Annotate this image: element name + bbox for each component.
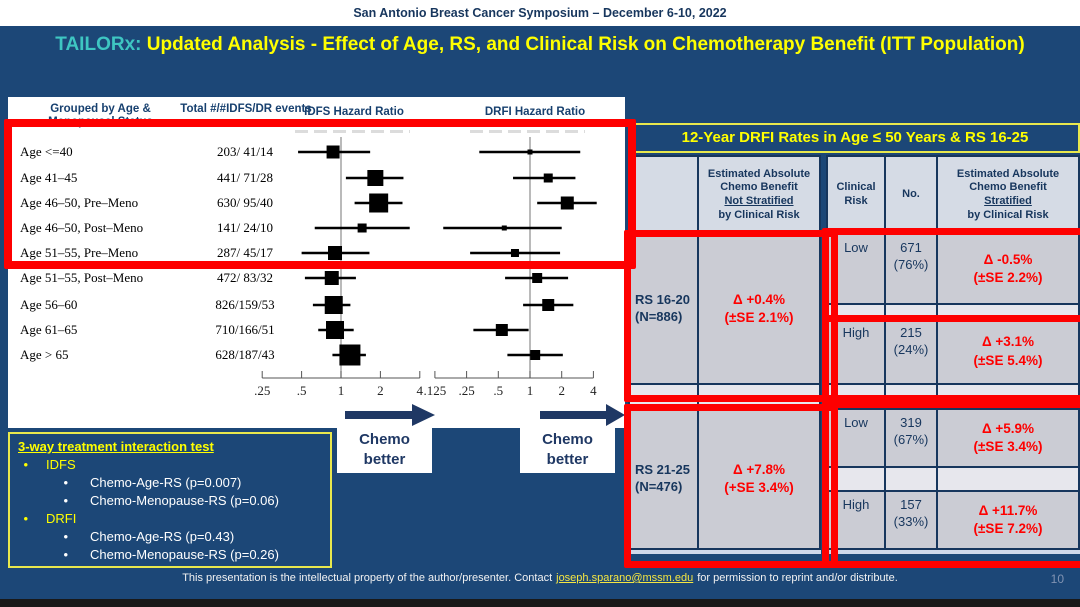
title-study-name: TAILORx: [55,34,142,55]
svg-text:2: 2 [558,383,565,398]
table-cell-rs-21-25: RS 21-25 (N=476) [628,408,699,550]
list-item: • Chemo-Age-RS (p=0.43) [63,529,235,544]
svg-text:.5: .5 [297,383,307,398]
list-item: • Chemo-Age-RS (p=0.007) [63,475,242,490]
table-spacer [936,466,1080,492]
svg-text:4: 4 [417,383,424,398]
svg-text:287/ 45/17: 287/ 45/17 [217,245,273,260]
table-cell-risk-low-1: Low [826,233,886,305]
drfi-table-title: 12-Year DRFI Rates in Age ≤ 50 Years & R… [630,123,1080,153]
table-spacer [884,383,938,410]
bottom-bar [0,599,1080,607]
forest-col-header-events: Total #/#IDFS/DR events [180,103,312,115]
svg-text:826/159/53: 826/159/53 [215,297,274,312]
table-spacer [826,383,886,410]
table-header-clinical-risk: Clinical Risk [826,155,886,235]
svg-text:628/187/43: 628/187/43 [215,347,274,362]
svg-text:Age 41–45: Age 41–45 [20,170,77,185]
table-cell-delta-rs-16-20: Δ +0.4% (±SE 2.1%) [697,233,821,385]
svg-text:.25: .25 [254,383,270,398]
svg-text:.5: .5 [493,383,503,398]
table-cell-risk-high-1: High [826,318,886,385]
table-header-stratified: Estimated Absolute Chemo Benefit Stratif… [936,155,1080,235]
table-cell-delta-low-1: Δ -0.5% (±SE 2.2%) [936,233,1080,305]
title-text: Updated Analysis - Effect of Age, RS, an… [146,34,1025,55]
svg-text:Age 46–50, Pre–Meno: Age 46–50, Pre–Meno [20,195,138,210]
redacted-text-artifact [295,130,410,133]
table-cell-risk-high-2: High [826,490,886,550]
list-item: • Chemo-Menopause-RS (p=0.06) [63,493,279,508]
table-cell-delta-low-2: Δ +5.9% (±SE 3.4%) [936,408,1080,468]
svg-text:Age 46–50, Post–Meno: Age 46–50, Post–Meno [20,220,143,235]
table-header-empty [628,155,699,235]
svg-text:Age > 65: Age > 65 [20,347,69,362]
svg-text:Age <=40: Age <=40 [20,144,73,159]
footer-disclaimer: This presentation is the intellectual pr… [182,572,898,584]
contact-email-link[interactable]: joseph.sparano@mssm.edu [556,572,694,584]
table-cell-rs-16-20: RS 16-20 (N=886) [628,233,699,385]
symposium-banner: San Antonio Breast Cancer Symposium – De… [0,0,1080,26]
forest-col-header-drfi: DRFI Hazard Ratio [484,106,586,118]
list-item: • DRFI [23,511,77,526]
table-bottom-strip [826,550,1080,554]
table-cell-no-high-1: 215 (24%) [884,318,938,385]
page-title: TAILORx: Updated Analysis - Effect of Ag… [0,34,1080,56]
chemo-better-label-drfi: Chemo better [520,428,615,473]
table-spacer [826,466,886,492]
svg-text:.25: .25 [458,383,474,398]
table-cell-no-high-2: 157 (33%) [884,490,938,550]
list-item: • Chemo-Menopause-RS (p=0.26) [63,547,279,562]
table-spacer [628,383,699,410]
symposium-title: San Antonio Breast Cancer Symposium – De… [353,6,727,20]
svg-text:2: 2 [377,383,384,398]
table-header-no: No. [884,155,938,235]
chemo-better-arrow-right [540,404,625,426]
table-cell-no-low-2: 319 (67%) [884,408,938,468]
svg-text:.125: .125 [424,383,447,398]
table-cell-no-low-1: 671 (76%) [884,233,938,305]
svg-text:Age 61–65: Age 61–65 [20,322,77,337]
table-cell-delta-high-1: Δ +3.1% (±SE 5.4%) [936,318,1080,385]
table-header-unstratified: Estimated Absolute Chemo Benefit Not Str… [697,155,821,235]
svg-text:203/ 41/14: 203/ 41/14 [217,144,273,159]
table-spacer [884,466,938,492]
chemo-better-label-idfs: Chemo better [337,428,432,473]
list-item: • IDFS [23,457,76,472]
table-spacer [697,383,821,410]
table-cell-delta-high-2: Δ +11.7% (±SE 7.2%) [936,490,1080,550]
table-bottom-strip [628,550,821,554]
svg-text:472/ 83/32: 472/ 83/32 [217,270,273,285]
table-spacer [936,383,1080,410]
forest-col-header-idfs: IDFS Hazard Ratio [304,106,404,118]
svg-text:Age 51–55, Pre–Meno: Age 51–55, Pre–Meno [20,245,138,260]
svg-text:Age 56–60: Age 56–60 [20,297,77,312]
svg-text:141/ 24/10: 141/ 24/10 [217,220,273,235]
svg-text:Age 51–55, Post–Meno: Age 51–55, Post–Meno [20,270,143,285]
svg-text:441/ 71/28: 441/ 71/28 [217,170,273,185]
page-number: 10 [1050,572,1064,586]
interaction-test-title: 3-way treatment interaction test [18,439,214,454]
table-cell-delta-rs-21-25: Δ +7.8% (+SE 3.4%) [697,408,821,550]
svg-text:1: 1 [527,383,534,398]
svg-text:4: 4 [590,383,597,398]
redacted-text-artifact [470,130,585,133]
forest-plot-panel: Grouped by Age & Menopausal Status Total… [8,97,625,428]
svg-text:1: 1 [338,383,345,398]
interaction-test-box: 3-way treatment interaction test • IDFS •… [8,432,332,568]
svg-text:630/ 95/40: 630/ 95/40 [217,195,273,210]
svg-text:710/166/51: 710/166/51 [215,322,274,337]
chemo-better-arrow-left [345,404,435,426]
table-cell-risk-low-2: Low [826,408,886,468]
